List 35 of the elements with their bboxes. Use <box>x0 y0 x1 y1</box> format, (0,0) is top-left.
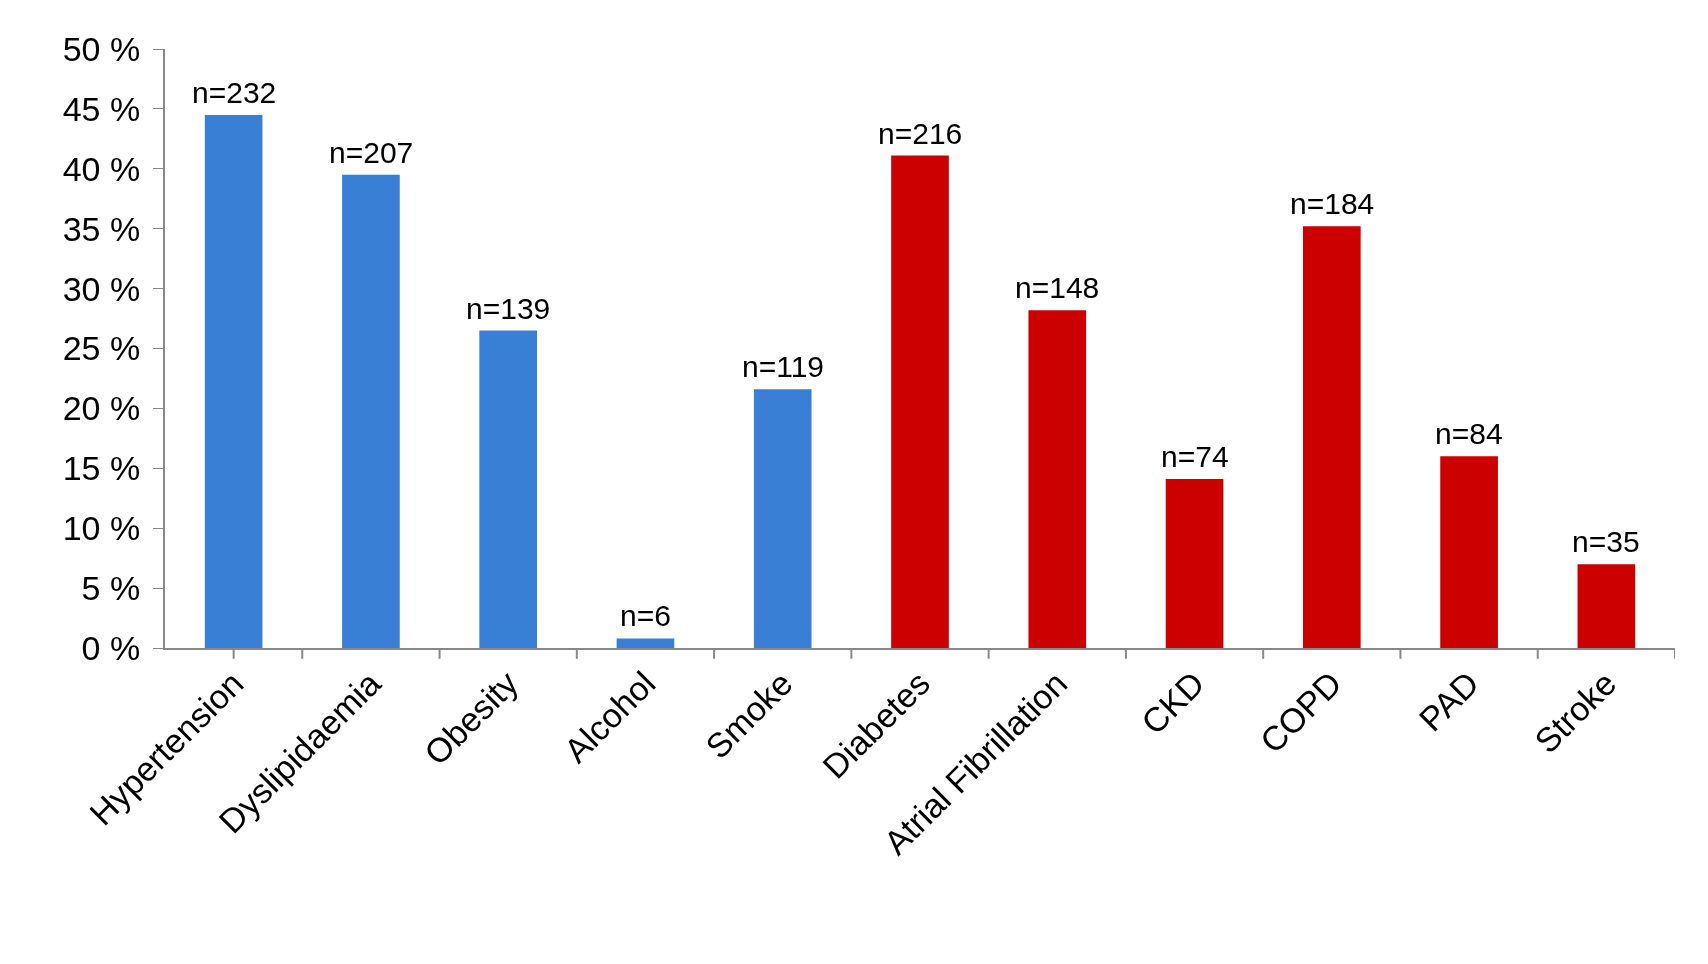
y-tick-label: 25 % <box>62 329 141 368</box>
y-tick-label: 0 % <box>81 628 141 667</box>
y-tick-label: 10 % <box>62 509 141 548</box>
bar <box>1577 564 1636 648</box>
bar <box>616 638 675 648</box>
bar <box>1440 456 1498 648</box>
y-tick-label: 5 % <box>81 569 141 607</box>
y-tick-label: 50 % <box>62 29 141 68</box>
annotation: n=184 <box>1290 187 1375 220</box>
annotation: n=207 <box>329 136 414 169</box>
annotation: n=148 <box>1015 271 1100 304</box>
annotation: n=119 <box>742 350 825 383</box>
annotation: n=35 <box>1572 525 1640 558</box>
annotation: n=84 <box>1435 417 1503 450</box>
bar <box>1302 226 1361 648</box>
y-tick-label: 15 % <box>62 449 141 488</box>
bar <box>1165 479 1224 648</box>
annotation: n=216 <box>878 117 963 150</box>
bar <box>1028 310 1087 648</box>
annotation: n=139 <box>466 292 551 325</box>
bar <box>342 174 400 648</box>
y-tick-label: 30 % <box>62 269 141 308</box>
y-tick-label: 35 % <box>62 209 141 248</box>
bar <box>753 389 812 648</box>
annotation: n=6 <box>620 599 671 632</box>
x-tick-label: PAD <box>1411 663 1487 739</box>
bar <box>891 155 949 648</box>
annotation: n=74 <box>1161 440 1229 473</box>
y-tick-label: 20 % <box>62 389 141 428</box>
y-tick-label: 45 % <box>62 89 141 128</box>
bar <box>204 114 263 648</box>
y-tick-label: 40 % <box>62 149 141 188</box>
bar <box>479 330 538 648</box>
annotation: n=232 <box>192 76 277 109</box>
x-tick-label: CKD <box>1133 663 1212 742</box>
